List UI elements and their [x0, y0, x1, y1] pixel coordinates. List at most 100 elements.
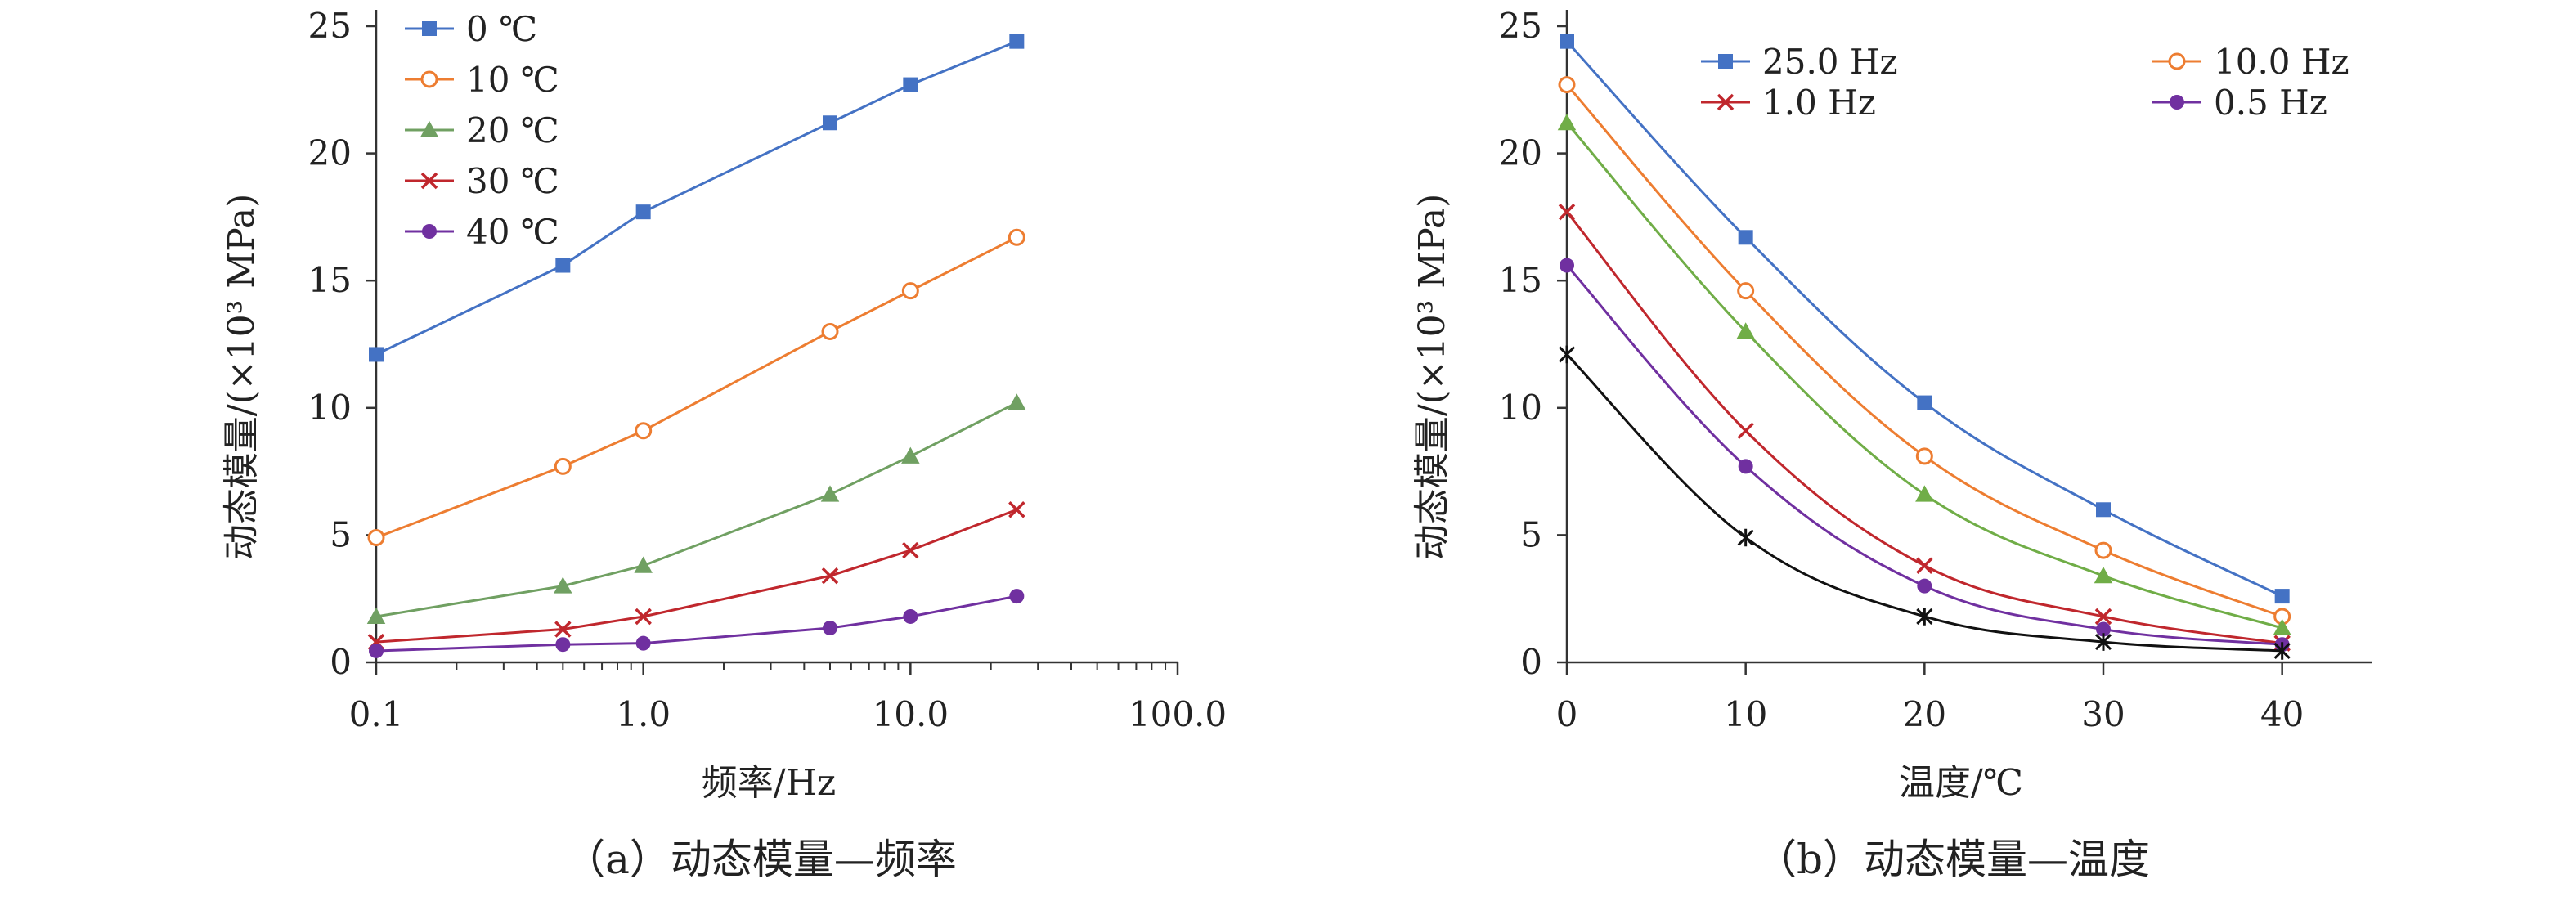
series-line [375, 235, 1018, 539]
y-tick-label: 25 [1499, 6, 1542, 46]
data-point [635, 422, 653, 440]
y-tick-label: 15 [308, 260, 352, 300]
data-point [2094, 608, 2112, 626]
data-point [555, 258, 571, 273]
legend-label: 1.0 Hz [1762, 83, 1876, 123]
data-point [903, 77, 918, 92]
series-0 [1560, 34, 2290, 604]
data-point [901, 446, 920, 464]
data-point [903, 608, 918, 624]
series-0 [369, 34, 1025, 362]
data-point [1916, 557, 1933, 574]
data-point [1916, 608, 1933, 626]
data-point [1008, 228, 1025, 246]
y-tick-label: 20 [308, 133, 352, 173]
chart-caption: （a）动态模量—频率 [564, 836, 957, 883]
series-2 [1557, 114, 2291, 635]
data-point [820, 485, 840, 502]
chart-b: 0 5 10 15 20 25 0 10 20 30 40 温度/℃ 动态模量/(×10³ MPa) （b… [1411, 6, 2372, 883]
legend-item: 0 ℃ [405, 9, 537, 49]
data-point [902, 541, 919, 559]
data-point [1737, 528, 1754, 547]
series-line [375, 401, 1018, 618]
x-tick-label: 40 [2260, 694, 2304, 734]
data-point [2094, 566, 2113, 584]
data-point [821, 322, 839, 340]
data-point [554, 576, 572, 594]
data-point [1008, 393, 1026, 410]
data-point [1009, 34, 1025, 49]
data-point [2273, 642, 2291, 660]
series-4 [1560, 258, 2290, 653]
x-tick-label: 0.1 [349, 694, 404, 734]
data-point [2096, 502, 2111, 518]
series-line [1565, 353, 2282, 653]
series-line [375, 508, 1017, 644]
legend-marker [1718, 54, 1733, 69]
y-tick-label: 0 [1520, 642, 1542, 682]
data-point [369, 643, 384, 658]
data-point [554, 621, 572, 638]
y-axis-title: 动态模量/(×10³ MPa) [1411, 194, 1453, 561]
y-tick-label: 15 [1499, 260, 1542, 300]
legend-marker [422, 224, 437, 239]
data-point [1558, 76, 1576, 94]
legend-item: 30 ℃ [405, 161, 559, 201]
series-4 [369, 589, 1025, 658]
data-point [1557, 114, 1577, 131]
legend: 0 ℃ 10 ℃ 20 ℃ 30 ℃ 40 ℃ [405, 9, 559, 252]
data-point [1558, 203, 1576, 221]
legend-label: 10 ℃ [466, 60, 559, 100]
series-line [375, 594, 1017, 653]
series-line [1565, 211, 2282, 645]
data-point [1736, 322, 1755, 339]
series-line [1565, 40, 2283, 598]
legend-marker [2170, 95, 2184, 110]
data-point [1560, 258, 1574, 273]
x-tick-label: 1.0 [616, 694, 671, 734]
data-point [369, 347, 384, 362]
data-point [1008, 501, 1025, 518]
legend-item: 40 ℃ [405, 212, 559, 252]
legend-label: 20 ℃ [466, 110, 559, 150]
series-line [1565, 83, 2283, 618]
y-tick-label: 10 [308, 388, 352, 428]
legend-label: 0.5 Hz [2214, 83, 2327, 123]
data-point [1560, 34, 1574, 49]
x-tick-label: 20 [1903, 694, 1946, 734]
data-point [554, 457, 572, 475]
legend-label: 30 ℃ [466, 161, 559, 201]
legend-label: 10.0 Hz [2214, 42, 2349, 82]
y-axis-title: 动态模量/(×10³ MPa) [221, 194, 263, 561]
legend-marker [1717, 93, 1735, 111]
data-point [901, 282, 919, 300]
data-point [822, 620, 837, 635]
data-point [635, 635, 651, 651]
y-tick-label: 0 [330, 642, 352, 682]
series-2 [366, 393, 1026, 624]
series-line [375, 40, 1017, 356]
chart-caption: （b）动态模量—温度 [1756, 836, 2150, 883]
series-1 [367, 228, 1025, 547]
data-point [635, 608, 652, 626]
legend-item: 10.0 Hz [2152, 42, 2349, 82]
series-line [1565, 264, 2282, 646]
data-point [1917, 395, 1932, 410]
x-axis-title: 频率/Hz [702, 762, 836, 804]
x-tick-label: 100.0 [1129, 694, 1227, 734]
data-point [635, 204, 651, 220]
data-point [1558, 345, 1576, 364]
legend-label: 25.0 Hz [1762, 42, 1898, 82]
data-point [2096, 621, 2111, 637]
data-point [1917, 578, 1932, 594]
x-tick-label: 10.0 [873, 694, 949, 734]
legend-item: 10 ℃ [405, 60, 559, 100]
data-point [1737, 282, 1755, 300]
series-3 [367, 501, 1025, 651]
legend-marker [420, 120, 439, 137]
series-line [1565, 122, 2283, 630]
data-point [1009, 589, 1025, 604]
legend-marker [420, 172, 438, 190]
